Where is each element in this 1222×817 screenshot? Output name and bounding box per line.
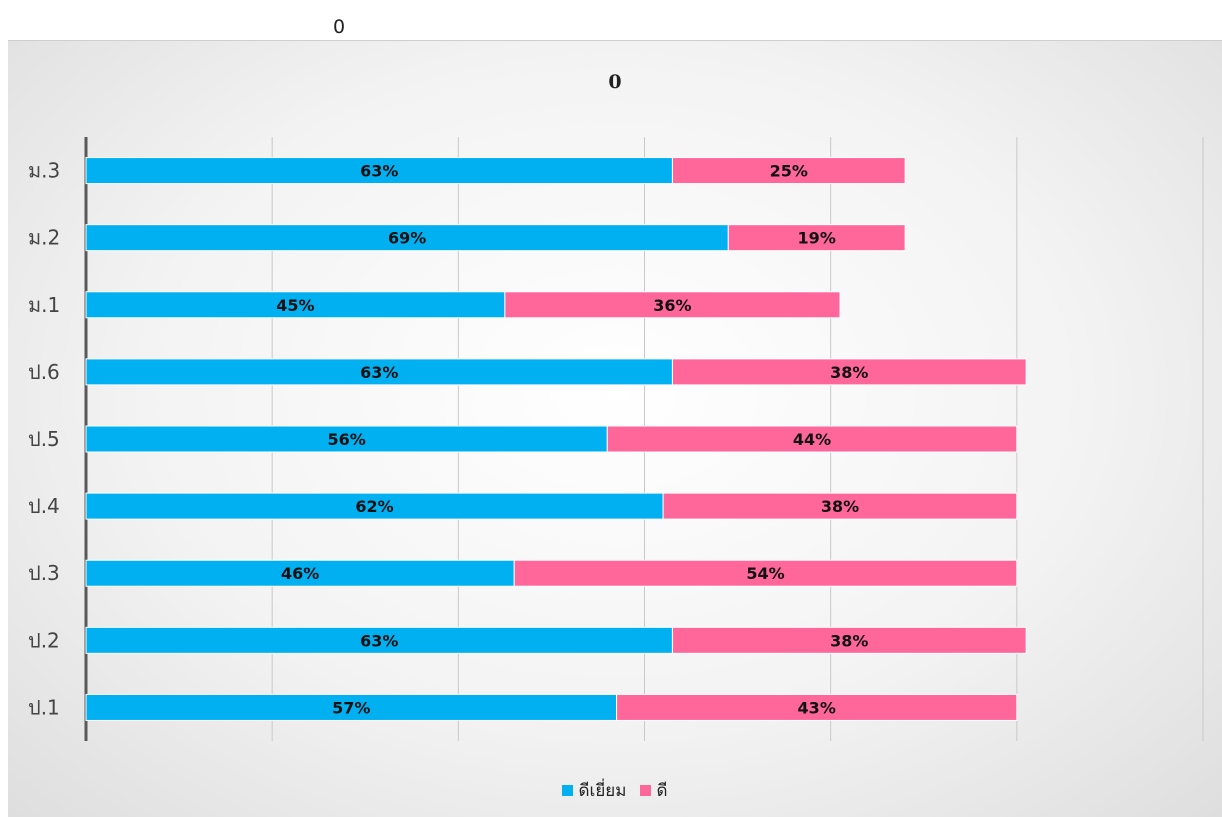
data-label: 57%: [332, 698, 370, 717]
bar-excellent: [85, 693, 618, 721]
data-label: 63%: [360, 162, 398, 181]
data-label: 69%: [388, 229, 426, 248]
data-label: 43%: [798, 698, 836, 717]
bar-good: [671, 626, 1027, 654]
bar-excellent: [85, 224, 729, 252]
bar-good: [671, 157, 906, 185]
data-label: 19%: [798, 229, 836, 248]
y-tick-label: ป.5: [28, 427, 60, 451]
data-label: 62%: [355, 497, 393, 516]
y-tick-label: ม.1: [28, 293, 60, 317]
y-tick-label: ป.4: [28, 494, 60, 518]
y-tick-label: ม.3: [28, 159, 60, 183]
bar-good: [504, 291, 841, 319]
data-label: 45%: [276, 296, 314, 315]
y-tick-label: ป.2: [28, 628, 60, 652]
legend-label-excellent: ดีเยี่ยม: [578, 781, 627, 801]
bar-good: [616, 693, 1018, 721]
y-tick-label: ป.3: [28, 561, 60, 585]
bar-excellent: [85, 291, 506, 319]
data-label: 44%: [793, 430, 831, 449]
bar-excellent: [85, 358, 673, 386]
data-label: 36%: [653, 296, 691, 315]
data-label: 38%: [821, 497, 859, 516]
bar-good: [513, 559, 1018, 587]
bar-excellent: [85, 626, 673, 654]
top-label: 0: [333, 16, 346, 38]
chart-area: 0 ม.3 63% 25% ม.2 69% 19% ม.1 45% 36% ป.6 63% 38% ป.…: [8, 40, 1222, 817]
legend-item-excellent: ดีเยี่ยม: [562, 777, 626, 804]
data-label: 38%: [830, 631, 868, 650]
bar-good: [606, 425, 1018, 453]
data-label: 38%: [830, 363, 868, 382]
data-label: 63%: [360, 363, 398, 382]
bar-good: [662, 492, 1018, 520]
chart-title: 0: [608, 71, 622, 93]
legend-item-good: ดี: [640, 777, 668, 804]
data-label: 25%: [770, 162, 808, 181]
bar-plot: ม.3 63% 25% ม.2 69% 19% ม.1 45% 36% ป.6 63% 38% ป.5 5…: [28, 137, 1204, 741]
data-label: 63%: [360, 631, 398, 650]
bar-excellent: [85, 492, 664, 520]
legend-swatch-excellent: [562, 785, 574, 796]
bar-excellent: [85, 157, 673, 185]
data-label: 54%: [746, 564, 784, 583]
legend-swatch-good: [640, 785, 652, 796]
legend-label-good: ดี: [656, 781, 668, 801]
legend: ดีเยี่ยม ดี: [8, 777, 1222, 804]
bar-good: [727, 224, 906, 252]
y-tick-label: ป.1: [28, 695, 60, 719]
bar-good: [671, 358, 1027, 386]
y-tick-label: ม.2: [28, 226, 60, 250]
data-label: 46%: [281, 564, 319, 583]
data-label: 56%: [327, 430, 365, 449]
y-tick-label: ป.6: [28, 360, 60, 384]
